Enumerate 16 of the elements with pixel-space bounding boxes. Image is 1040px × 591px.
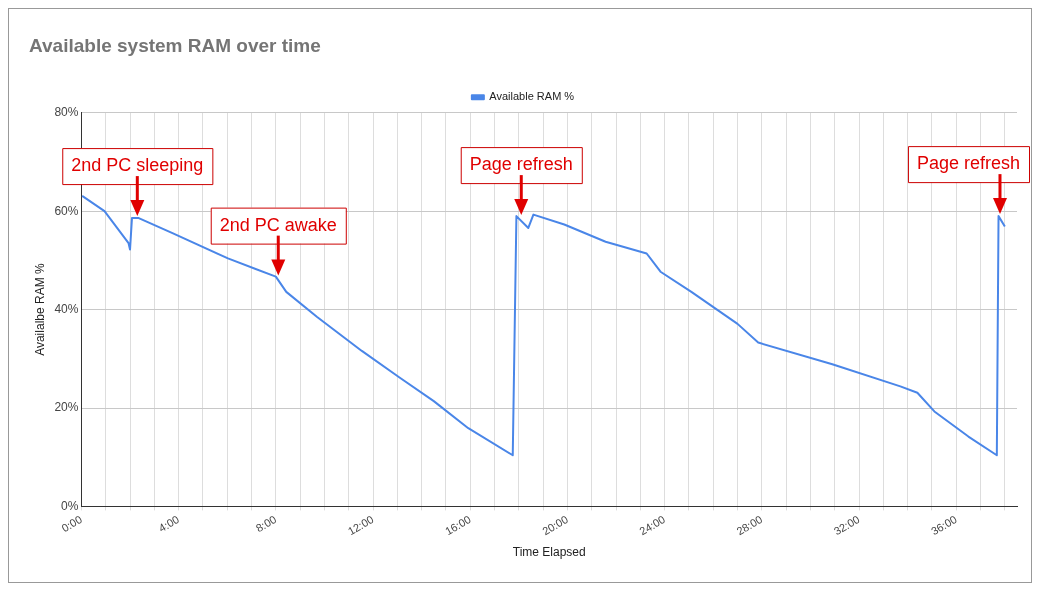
annotation: 2nd PC sleeping [71, 155, 204, 176]
annotation: Page refresh [916, 153, 1020, 174]
x-tick-label: 0:00 [59, 513, 84, 535]
x-axis-title: Time Elapsed [512, 545, 586, 560]
y-tick-label: 20% [54, 400, 79, 415]
y-tick-label: 0% [61, 498, 79, 513]
x-tick-label: 4:00 [156, 513, 182, 535]
annotation: 2nd PC awake [219, 214, 337, 235]
y-tick-label: 80% [54, 105, 79, 120]
y-tick-label: 60% [54, 203, 79, 218]
y-axis-title: Availalbe RAM % [32, 263, 47, 356]
y-tick-label: 40% [54, 301, 79, 316]
legend-label: Available RAM % [489, 90, 575, 103]
annotation: Page refresh [469, 154, 573, 175]
chart-title: Available system RAM over time [29, 34, 321, 56]
x-tick-label: 8:00 [253, 513, 279, 535]
